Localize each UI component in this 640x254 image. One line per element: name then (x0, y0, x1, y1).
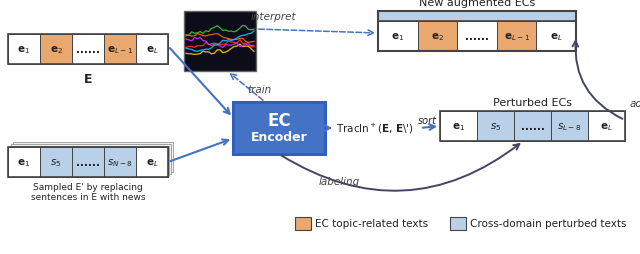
Bar (457, 22, 497, 52)
Text: $\mathbf{e}_2$: $\mathbf{e}_2$ (431, 31, 444, 43)
Bar (8, 147, 40, 177)
Text: $\mathbf{e}_1$: $\mathbf{e}_1$ (17, 156, 31, 168)
Bar (184, 12, 256, 72)
Bar (440, 112, 477, 141)
Text: $\mathbf{e}_2$: $\mathbf{e}_2$ (49, 44, 63, 56)
Text: ......: ...... (520, 121, 545, 132)
Text: Cross-domain perturbed texts: Cross-domain perturbed texts (470, 219, 627, 229)
Text: ......: ...... (76, 157, 100, 167)
Bar (40, 147, 72, 177)
Text: $s_5$: $s_5$ (490, 121, 501, 132)
Bar (551, 112, 588, 141)
Bar (378, 22, 576, 52)
Text: sort: sort (418, 116, 437, 125)
Text: labeling: labeling (318, 176, 360, 186)
Text: $\mathbf{e}_L$: $\mathbf{e}_L$ (146, 156, 158, 168)
Bar (13, 142, 173, 172)
Bar (477, 112, 514, 141)
Bar (378, 22, 418, 52)
Bar (378, 12, 576, 22)
Text: $s_{N-8}$: $s_{N-8}$ (107, 156, 133, 168)
Text: $\mathbf{e}_{L-1}$: $\mathbf{e}_{L-1}$ (107, 44, 133, 56)
Text: $s_5$: $s_5$ (51, 156, 61, 168)
Text: $\mathbf{e}_1$: $\mathbf{e}_1$ (452, 121, 465, 132)
Bar (418, 22, 457, 52)
Bar (40, 35, 72, 65)
Bar (497, 22, 536, 52)
Text: EC: EC (267, 112, 291, 130)
Text: EC topic-related texts: EC topic-related texts (315, 219, 428, 229)
Bar (104, 147, 136, 177)
Text: New augmented ECs: New augmented ECs (419, 0, 535, 8)
Text: $\mathbf{e}_1$: $\mathbf{e}_1$ (391, 31, 404, 43)
Bar (295, 217, 311, 230)
Bar (8, 147, 168, 177)
Text: $\mathbf{e}_L$: $\mathbf{e}_L$ (146, 44, 158, 56)
Text: TracIn$^+$($\mathbf{E}$, $\mathbf{E}$\'): TracIn$^+$($\mathbf{E}$, $\mathbf{E}$\') (336, 121, 414, 136)
FancyBboxPatch shape (233, 103, 325, 154)
Bar (378, 12, 576, 52)
Text: add: add (630, 99, 640, 108)
Bar (440, 112, 625, 141)
Text: train: train (247, 85, 271, 95)
Text: Perturbed ECs: Perturbed ECs (493, 98, 572, 108)
Bar (588, 112, 625, 141)
Bar (72, 147, 104, 177)
Bar (9, 146, 169, 176)
Text: Sampled E' by replacing
sentences in E with news: Sampled E' by replacing sentences in E w… (31, 182, 145, 202)
Text: ......: ...... (76, 45, 100, 55)
Bar (104, 35, 136, 65)
Bar (11, 145, 171, 174)
Text: $\mathbf{e}_L$: $\mathbf{e}_L$ (600, 121, 613, 132)
Bar (536, 22, 576, 52)
Text: $\mathbf{e}_{L-1}$: $\mathbf{e}_{L-1}$ (504, 31, 530, 43)
Text: $\mathbf{e}_L$: $\mathbf{e}_L$ (550, 31, 563, 43)
Text: ......: ...... (465, 32, 489, 42)
Bar (8, 35, 168, 65)
Text: Encoder: Encoder (251, 131, 307, 144)
Bar (136, 147, 168, 177)
Text: $s_{L-8}$: $s_{L-8}$ (557, 121, 582, 132)
Bar (450, 217, 466, 230)
Bar (136, 35, 168, 65)
Text: $\mathbf{e}_1$: $\mathbf{e}_1$ (17, 44, 31, 56)
Bar (514, 112, 551, 141)
Text: interpret: interpret (251, 12, 296, 22)
Bar (8, 35, 40, 65)
Text: $\mathbf{E}$: $\mathbf{E}$ (83, 73, 93, 86)
Bar (72, 35, 104, 65)
